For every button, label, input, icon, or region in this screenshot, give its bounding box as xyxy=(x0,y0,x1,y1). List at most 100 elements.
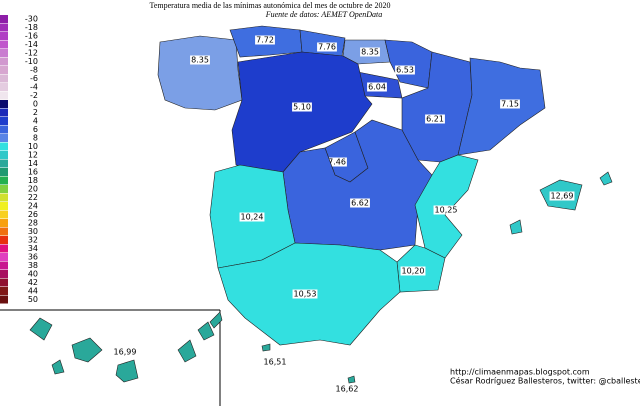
region-label: 5.10 xyxy=(293,103,311,112)
legend-label: 50 xyxy=(28,295,38,304)
region xyxy=(29,317,53,341)
legend-label: 40 xyxy=(28,270,38,279)
legend-swatch xyxy=(0,287,8,295)
legend-label: 12 xyxy=(28,151,38,160)
region xyxy=(509,219,523,235)
legend-swatch xyxy=(0,219,8,227)
legend-swatch xyxy=(0,117,8,125)
region-label: 7.15 xyxy=(501,100,519,109)
label-box xyxy=(292,289,318,299)
legend-swatch xyxy=(0,100,8,108)
label-box xyxy=(433,205,459,215)
legend-swatch xyxy=(0,91,8,100)
region xyxy=(261,343,271,352)
source-url: http://climaenmapas.blogspot.com xyxy=(450,368,590,377)
legend-swatch xyxy=(0,253,8,261)
legend-label: 32 xyxy=(28,236,38,245)
label-box xyxy=(549,191,575,201)
legend-label: -8 xyxy=(30,66,38,75)
legend-swatch xyxy=(0,134,8,142)
region-label: 8.35 xyxy=(361,48,379,57)
legend-label: 18 xyxy=(28,176,38,185)
legend-swatch xyxy=(0,23,8,32)
region xyxy=(197,321,215,341)
region-label: 10,20 xyxy=(402,267,425,276)
label-box xyxy=(500,99,520,109)
legend-swatch xyxy=(0,185,8,193)
label-box xyxy=(400,266,426,276)
legend-label: 22 xyxy=(28,193,38,202)
legend-swatch xyxy=(0,193,8,202)
region xyxy=(71,337,103,363)
region-label: 10,24 xyxy=(241,213,264,222)
region-label: 6.04 xyxy=(368,83,386,92)
legend-label: 28 xyxy=(28,219,38,228)
legend-swatch xyxy=(0,57,8,66)
region-label: 12,69 xyxy=(551,192,574,201)
label-box xyxy=(317,42,337,52)
legend-label: 14 xyxy=(28,159,38,168)
legend-label: -2 xyxy=(30,91,38,100)
legend-label: 0 xyxy=(33,100,38,109)
legend-swatch xyxy=(0,125,8,134)
legend-label: 16 xyxy=(28,168,38,177)
region xyxy=(51,359,65,375)
region-label: 16,99 xyxy=(114,348,137,357)
region-label: 6.53 xyxy=(396,66,414,75)
legend-swatch xyxy=(0,49,8,57)
legend-swatch xyxy=(0,244,8,253)
region xyxy=(347,375,356,384)
region-label: 6.62 xyxy=(351,199,369,208)
legend-label: 42 xyxy=(28,278,38,287)
label-box xyxy=(239,212,265,222)
region xyxy=(157,35,243,111)
legend-label: -16 xyxy=(25,32,38,41)
label-box xyxy=(255,35,275,45)
legend-label: -14 xyxy=(25,40,38,49)
legend-label: 36 xyxy=(28,253,38,262)
legend-swatch xyxy=(0,176,8,185)
region-label: 8.35 xyxy=(191,56,209,65)
legend-label: -10 xyxy=(25,57,38,66)
legend-label: -6 xyxy=(30,74,38,83)
label-box xyxy=(360,47,380,57)
credit: César Rodríguez Ballesteros, twitter: @c… xyxy=(450,376,640,386)
legend-label: 20 xyxy=(28,185,38,194)
legend-label: 2 xyxy=(33,108,38,117)
label-box xyxy=(425,114,445,124)
region-label: 6.21 xyxy=(426,115,444,124)
legend-swatch xyxy=(0,159,8,168)
region-label: 16,62 xyxy=(336,385,359,394)
label-box xyxy=(350,198,370,208)
legend-swatch xyxy=(0,168,8,176)
legend-swatch xyxy=(0,74,8,83)
region-label: 7.46 xyxy=(328,158,346,167)
legend-swatch xyxy=(0,295,8,304)
legend-swatch xyxy=(0,32,8,40)
legend-swatch xyxy=(0,15,8,23)
label-box xyxy=(367,82,387,92)
subtitle: Fuente de datos: AEMET OpenData xyxy=(265,10,383,19)
legend-label: 38 xyxy=(28,261,38,270)
label-box xyxy=(292,102,312,112)
legend-label: 8 xyxy=(33,134,38,143)
region-label: 7.72 xyxy=(256,36,274,45)
title: Temperatura media de las mínimas autonóm… xyxy=(150,1,391,10)
legend-label: -12 xyxy=(25,49,38,58)
legend-label: -18 xyxy=(25,23,38,32)
legend-label: -30 xyxy=(25,15,38,24)
legend-swatch xyxy=(0,236,8,244)
legend-label: 24 xyxy=(28,202,38,211)
label-box xyxy=(327,157,347,167)
legend-label: 10 xyxy=(28,142,38,151)
legend-swatch xyxy=(0,66,8,74)
legend-swatch xyxy=(0,261,8,270)
legend-swatch xyxy=(0,227,8,236)
region-label: 16,51 xyxy=(264,358,287,367)
label-box xyxy=(190,55,210,65)
legend-swatch xyxy=(0,278,8,287)
label-box xyxy=(395,65,415,75)
region xyxy=(209,311,223,329)
legend-swatch xyxy=(0,270,8,278)
legend-swatch xyxy=(0,108,8,117)
